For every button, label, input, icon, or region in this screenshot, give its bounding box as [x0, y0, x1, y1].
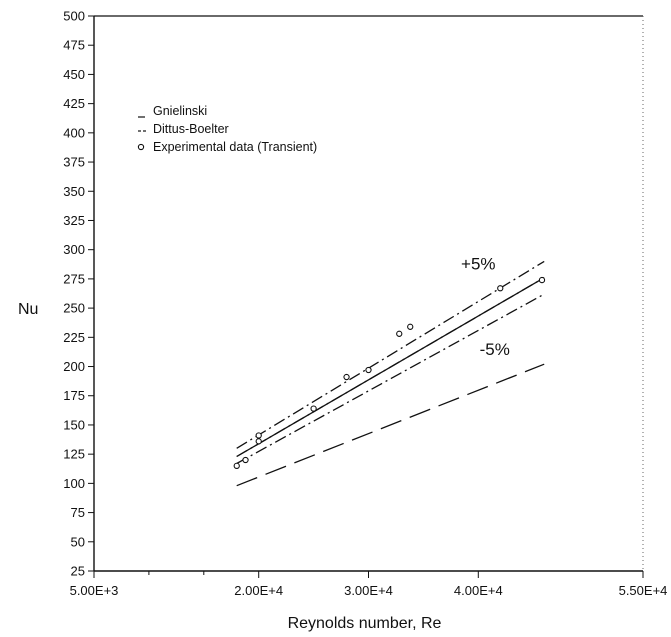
- data-point: [497, 285, 504, 292]
- legend-label: Gnielinski: [153, 104, 207, 118]
- series-line-3: [236, 293, 545, 465]
- x-tick-label: 5.00E+3: [70, 583, 119, 598]
- annotation-label: -5%: [480, 340, 510, 359]
- data-point: [396, 330, 403, 337]
- y-tick-label: 225: [63, 330, 85, 345]
- y-tick-label: 75: [71, 505, 85, 520]
- data-point: [242, 456, 249, 464]
- data-point: [310, 405, 317, 412]
- y-tick-label: 375: [63, 155, 85, 170]
- y-tick-label: 475: [63, 38, 85, 53]
- series-layer: [233, 260, 546, 487]
- y-tick-label: 50: [71, 534, 85, 549]
- legend: Gnielinski Dittus-Boelter Experimental dat…: [137, 104, 317, 154]
- data-point: [255, 438, 262, 445]
- data-point: [407, 323, 414, 330]
- annotation-label: +5%: [461, 255, 496, 274]
- x-tick-label: 2.00E+4: [234, 583, 283, 598]
- annotations: +5% -5%: [461, 255, 510, 359]
- y-tick-label: 500: [63, 9, 85, 24]
- y-tick-label: 150: [63, 417, 85, 432]
- y-tick-label: 425: [63, 96, 85, 111]
- y-tick-label: 25: [71, 564, 85, 579]
- legend-label: Experimental data (Transient): [153, 140, 317, 154]
- legend-label: Dittus-Boelter: [153, 122, 229, 136]
- y-tick-label: 400: [63, 125, 85, 140]
- x-tick-label: 3.00E+4: [344, 583, 393, 598]
- y-tick-label: 100: [63, 476, 85, 491]
- x-axis-title: Reynolds number, Re: [288, 615, 442, 632]
- series-line-0: [236, 363, 545, 487]
- x-tick-label: 4.00E+4: [454, 583, 503, 598]
- y-tick-label: 175: [63, 388, 85, 403]
- series-line-2: [236, 260, 545, 449]
- data-point: [233, 462, 240, 469]
- y-tick-label: 325: [63, 213, 85, 228]
- series-line-4: [236, 277, 545, 458]
- y-tick-label: 300: [63, 242, 85, 257]
- y-tick-label: 350: [63, 184, 85, 199]
- x-tick-label: 5.50E+4: [619, 583, 668, 598]
- data-point: [538, 276, 546, 284]
- y-tick-label: 200: [63, 359, 85, 374]
- y-tick-label: 250: [63, 301, 85, 316]
- y-tick-label: 275: [63, 271, 85, 286]
- data-point: [365, 366, 372, 374]
- y-axis-title: Nu: [18, 301, 38, 318]
- axes: 25 50 75 100 125 150 175 200 225 250 275 300 325 350 3…: [63, 9, 667, 599]
- data-point: [255, 432, 262, 439]
- data-point: [343, 373, 350, 381]
- y-tick-label: 125: [63, 447, 85, 462]
- legend-swatch-experimental: [137, 143, 145, 151]
- y-tick-label: 450: [63, 67, 85, 82]
